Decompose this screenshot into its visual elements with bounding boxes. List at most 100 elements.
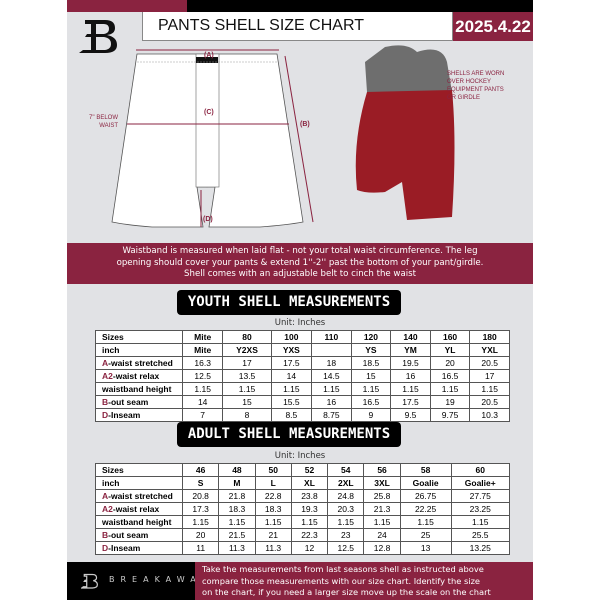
table-cell: 11: [181, 541, 220, 555]
table-cell: 16: [390, 369, 431, 383]
table-row: D-Inseam 11 11.3 11.3 12 12.5 12.8 13 13.25: [95, 541, 510, 555]
table-cell: 13: [399, 541, 452, 555]
measurement-key: A: [102, 357, 109, 368]
table-row: A2-waist relax 17.3 18.3 18.3 19.3 20.3 21.3 22…: [95, 502, 510, 516]
table-cell: 23.25: [450, 502, 510, 516]
table-cell: 48: [218, 463, 256, 477]
label-d: (D): [203, 216, 213, 223]
table-cell: 20.5: [469, 395, 510, 409]
table-cell: 52: [290, 463, 329, 477]
adult-size-table: Sizes 46 48 50 52 54 56 58 60 inch S M L XL 2XL 3XL Goal…: [95, 463, 510, 555]
table-cell: 58: [399, 463, 452, 477]
table-cell: YL: [429, 343, 471, 357]
table-cell: 1.15: [218, 515, 256, 529]
table-cell: 80: [222, 330, 272, 344]
table-cell: 19: [429, 395, 471, 409]
table-cell: 16: [311, 395, 352, 409]
table-cell: 1.15: [390, 382, 431, 396]
table-cell: 23.8: [290, 489, 329, 503]
table-cell: Goalie: [399, 476, 452, 490]
breakaway-logo-icon: [79, 20, 117, 53]
table-cell: 19.5: [390, 356, 431, 370]
measurement-key: D: [102, 542, 109, 553]
table-cell: 10.3: [469, 408, 510, 422]
row-label: A2-waist relax: [95, 369, 183, 383]
measurement-key: B: [102, 396, 109, 407]
info-line: Waistband is measured when laid flat - n…: [122, 246, 478, 256]
table-cell: 27.75: [450, 489, 510, 503]
table-cell: 17: [222, 356, 272, 370]
shell-worn-note: SHELLS ARE WORN OVER HOCKEY EQUIPMENT PA…: [447, 70, 504, 102]
table-cell: 22.3: [290, 528, 329, 542]
brand-name: BREAKAWAY: [109, 575, 212, 584]
table-cell: 14.5: [311, 369, 352, 383]
table-cell: Y2XS: [222, 343, 272, 357]
youth-unit-label: Unit: Inches: [274, 318, 326, 328]
table-cell: 12: [290, 541, 329, 555]
table-cell: 20.5: [469, 356, 510, 370]
table-cell: 46: [181, 463, 220, 477]
table-cell: 18.5: [350, 356, 392, 370]
table-cell: 14: [270, 369, 313, 383]
table-cell: 11.3: [218, 541, 256, 555]
page-title: PANTS SHELL SIZE CHART: [142, 12, 453, 41]
table-cell: 17.3: [181, 502, 220, 516]
table-cell: 13.25: [450, 541, 510, 555]
adult-unit-label: Unit: Inches: [274, 451, 326, 461]
table-cell: S: [181, 476, 220, 490]
table-cell: L: [254, 476, 292, 490]
table-cell: 1.15: [363, 515, 401, 529]
table-cell: 9: [350, 408, 392, 422]
table-cell: 24.8: [327, 489, 365, 503]
table-cell: 1.15: [350, 382, 392, 396]
table-cell: 2XL: [327, 476, 365, 490]
table-cell: 1.15: [311, 382, 352, 396]
row-label: A2-waist relax: [95, 502, 183, 516]
table-cell: Goalie+: [450, 476, 510, 490]
note-line: EQUIPMENT PANTS: [447, 87, 504, 93]
table-cell: 16.5: [429, 369, 471, 383]
info-line: Shell comes with an adjustable belt to c…: [184, 269, 416, 279]
measurement-label: -waist stretched: [108, 490, 173, 501]
measurement-label: waistband height: [102, 383, 172, 394]
table-cell: XL: [290, 476, 329, 490]
table-row: waistband height 1.15 1.15 1.15 1.15 1.15 1.15…: [95, 382, 510, 396]
table-cell: 8.5: [270, 408, 313, 422]
label-a: (A): [204, 52, 214, 59]
info-line: opening should cover your pants & extend…: [116, 257, 484, 268]
table-cell: YXL: [469, 343, 510, 357]
table-cell: YXS: [270, 343, 313, 357]
row-label: D-Inseam: [95, 541, 183, 555]
note-line: OVER HOCKEY: [447, 79, 492, 85]
table-cell: 24: [363, 528, 401, 542]
table-cell: YM: [390, 343, 431, 357]
table-cell: 21: [254, 528, 292, 542]
row-label: Sizes: [95, 330, 183, 344]
table-cell: M: [218, 476, 256, 490]
note-line: WAIST: [99, 123, 118, 129]
measurement-label: waistband height: [102, 516, 172, 527]
table-row: B-out seam 14 15 15.5 16 16.5 17.5 19 20.5: [95, 395, 510, 409]
footer-instructions: Take the measurements from last seasons …: [195, 562, 533, 600]
table-cell: 1.15: [181, 515, 220, 529]
table-cell: 13.5: [222, 369, 272, 383]
table-row: Sizes Mite 80 100 110 120 140 160 180: [95, 330, 510, 344]
table-cell: 9.75: [429, 408, 471, 422]
table-cell: 7: [181, 408, 224, 422]
table-cell: 9.5: [390, 408, 431, 422]
row-label: waistband height: [95, 382, 183, 396]
table-cell: 8.75: [311, 408, 352, 422]
table-row: A-waist stretched 16.3 17 17.5 18 18.5 19.5 20 2…: [95, 356, 510, 370]
table-row: Sizes 46 48 50 52 54 56 58 60: [95, 463, 510, 477]
table-cell: 15: [222, 395, 272, 409]
table-cell: 26.75: [399, 489, 452, 503]
table-cell: 17.5: [270, 356, 313, 370]
label-b: (B): [300, 121, 310, 128]
table-cell: [311, 343, 352, 357]
table-cell: 22.8: [254, 489, 292, 503]
table-cell: 21.3: [363, 502, 401, 516]
row-label: inch: [95, 343, 183, 357]
label-c: (C): [204, 109, 214, 116]
table-cell: 50: [254, 463, 292, 477]
date-badge: 2025.4.22: [453, 12, 533, 41]
